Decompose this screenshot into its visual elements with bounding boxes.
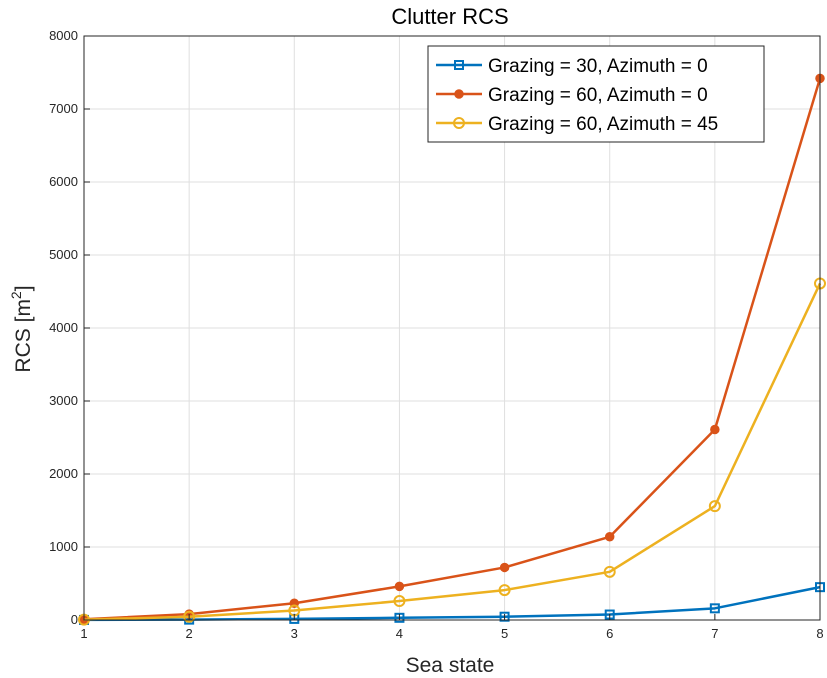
y-tick-label: 5000	[49, 247, 78, 262]
series-1-point	[499, 611, 510, 622]
series-3-point	[183, 610, 196, 623]
x-tick-label: 4	[396, 626, 403, 641]
legend-swatch-marker	[454, 89, 464, 99]
y-axis-label-superscript: 2	[8, 291, 24, 299]
series-2-point	[710, 424, 720, 435]
legend: Grazing = 30, Azimuth = 0 Grazing = 60, A…	[427, 45, 765, 143]
x-axis-label: Sea state	[406, 654, 495, 677]
y-tick-label: 2000	[49, 466, 78, 481]
axis-ticks: 1 2 3 4 5 6 7 8 0 1000 2000 3000 4000 5000 6000 7000 800…	[49, 28, 824, 641]
series-2-point	[604, 532, 615, 542]
legend-item: Grazing = 30, Azimuth = 0	[436, 56, 708, 77]
y-tick-label: 4000	[49, 320, 78, 335]
series-3-point	[708, 500, 721, 513]
legend-box	[427, 45, 765, 143]
x-tick-label: 3	[291, 626, 298, 641]
y-axis-label: RCS [m2]	[8, 285, 35, 372]
x-tick-label: 8	[816, 626, 823, 641]
series-1-point	[709, 603, 720, 614]
series-1-point	[394, 612, 405, 623]
series-3-line	[83, 282, 822, 621]
series-2-point	[499, 562, 510, 573]
series-3-point	[498, 584, 511, 597]
y-tick-label: 7000	[49, 101, 78, 116]
legend-item: Grazing = 60, Azimuth = 45	[436, 114, 718, 135]
y-tick-label: 6000	[49, 174, 78, 189]
x-tick-label: 6	[606, 626, 613, 641]
legend-swatch-marker	[454, 60, 464, 70]
y-tick-label: 8000	[49, 28, 78, 43]
y-tick-label: 0	[71, 612, 78, 627]
y-tick-label: 1000	[49, 539, 78, 554]
y-tick-label: 3000	[49, 393, 78, 408]
legend-label: Grazing = 60, Azimuth = 0	[488, 85, 708, 106]
x-tick-label: 1	[80, 626, 87, 641]
legend-swatch-marker	[453, 117, 465, 129]
y-axis-label-base: RCS [m	[12, 299, 35, 373]
x-tick-label: 5	[501, 626, 508, 641]
series-3-point	[393, 595, 406, 608]
legend-item: Grazing = 60, Azimuth = 0	[436, 85, 708, 106]
series-2-line	[83, 77, 822, 621]
series-3-point	[603, 565, 616, 578]
legend-label: Grazing = 30, Azimuth = 0	[488, 56, 708, 77]
x-tick-label: 2	[186, 626, 193, 641]
x-tick-label: 7	[711, 626, 718, 641]
chart-title: Clutter RCS	[391, 4, 508, 29]
y-axis-label-end: ]	[12, 285, 35, 291]
series-2-point	[394, 581, 405, 592]
legend-label: Grazing = 60, Azimuth = 45	[488, 114, 718, 135]
